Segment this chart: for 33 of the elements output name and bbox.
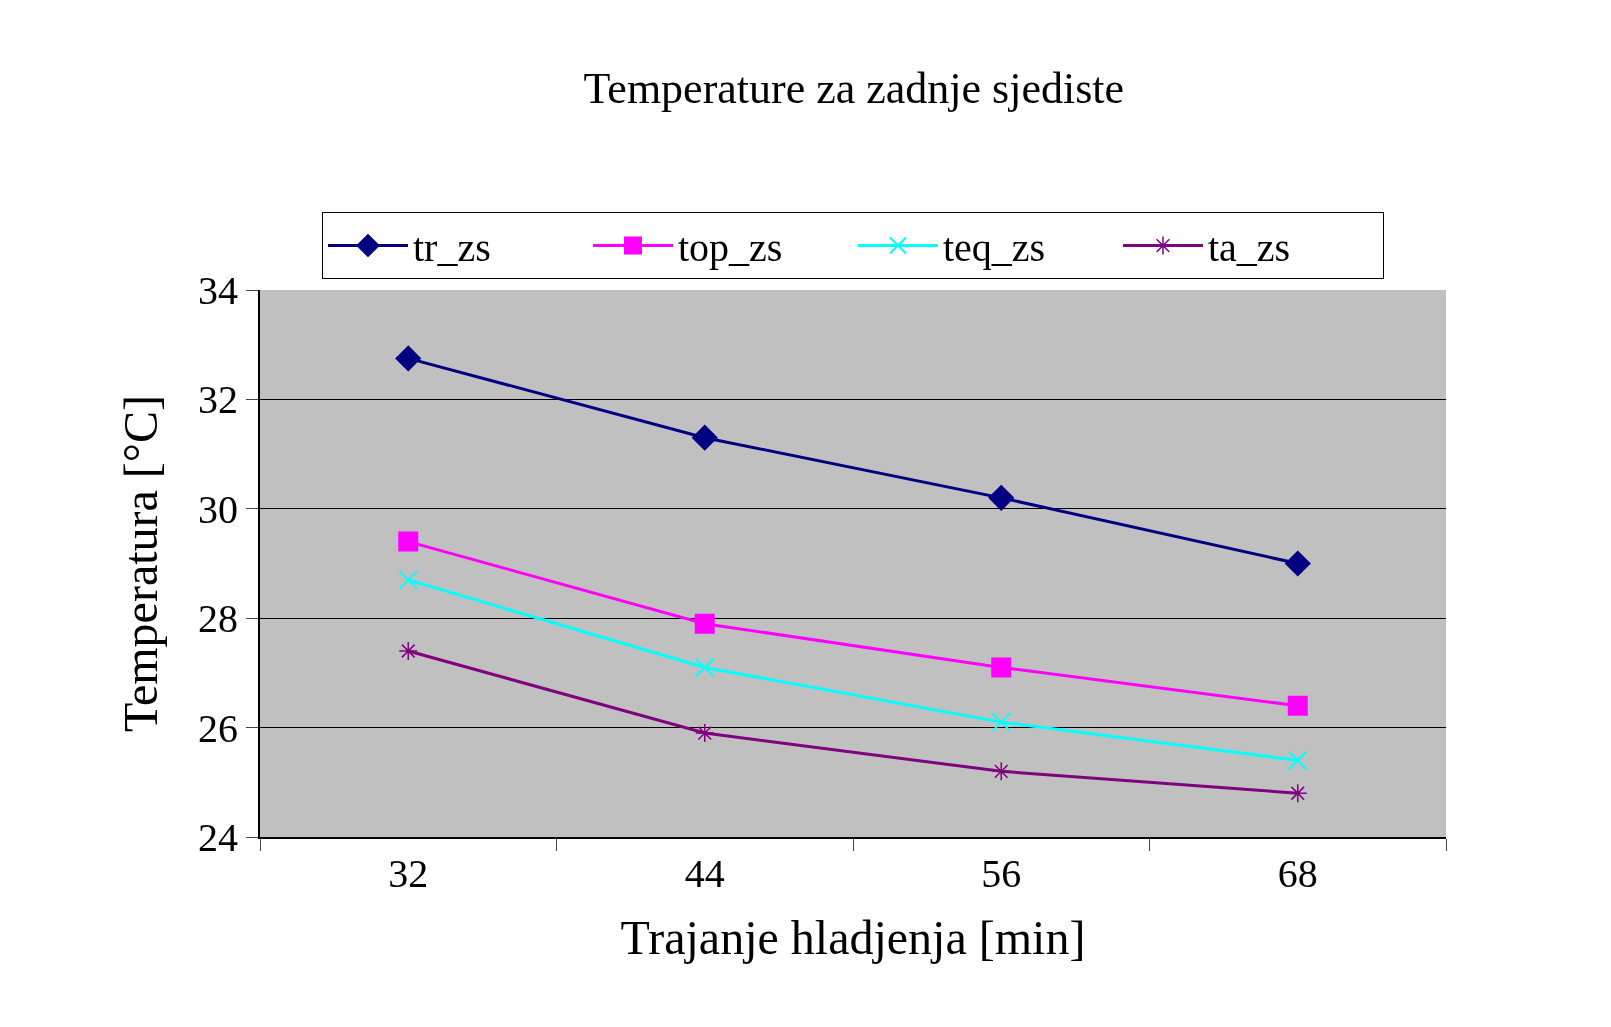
point — [1287, 695, 1308, 716]
point — [398, 531, 419, 552]
point — [1288, 783, 1308, 803]
point — [991, 657, 1012, 678]
y-tick-label: 30 — [198, 486, 238, 532]
y-tick-label: 34 — [198, 268, 238, 313]
point — [692, 424, 718, 451]
legend-label: tr_zs — [413, 225, 491, 271]
x-tick-label: 44 — [684, 851, 725, 896]
x-tick-label: 56 — [981, 851, 1022, 896]
point — [395, 345, 421, 372]
x-tick-label: 32 — [388, 851, 429, 896]
y-tick-label: 28 — [198, 596, 238, 642]
point — [694, 613, 715, 634]
point — [991, 712, 1012, 733]
legend-label: teq_zs — [943, 225, 1046, 271]
point — [988, 485, 1014, 511]
x-axis-title: Trajanje hladjenja [min] — [620, 910, 1086, 964]
y-tick-label: 24 — [198, 815, 238, 860]
point — [694, 657, 715, 678]
legend-label: ta_zs — [1208, 225, 1291, 271]
x-tick-label: 68 — [1277, 851, 1318, 896]
legend-label: top_zs — [678, 225, 783, 271]
y-axis-title: Temperatura [°C] — [114, 394, 168, 733]
y-tick-label: 32 — [198, 377, 238, 423]
chart-title: Temperature za zadnje sjediste — [583, 63, 1125, 113]
point — [991, 761, 1011, 782]
point — [398, 641, 418, 661]
point — [398, 569, 419, 590]
y-tick-label: 26 — [198, 705, 238, 751]
point — [695, 723, 715, 743]
point — [1287, 750, 1308, 771]
point — [1285, 550, 1311, 577]
